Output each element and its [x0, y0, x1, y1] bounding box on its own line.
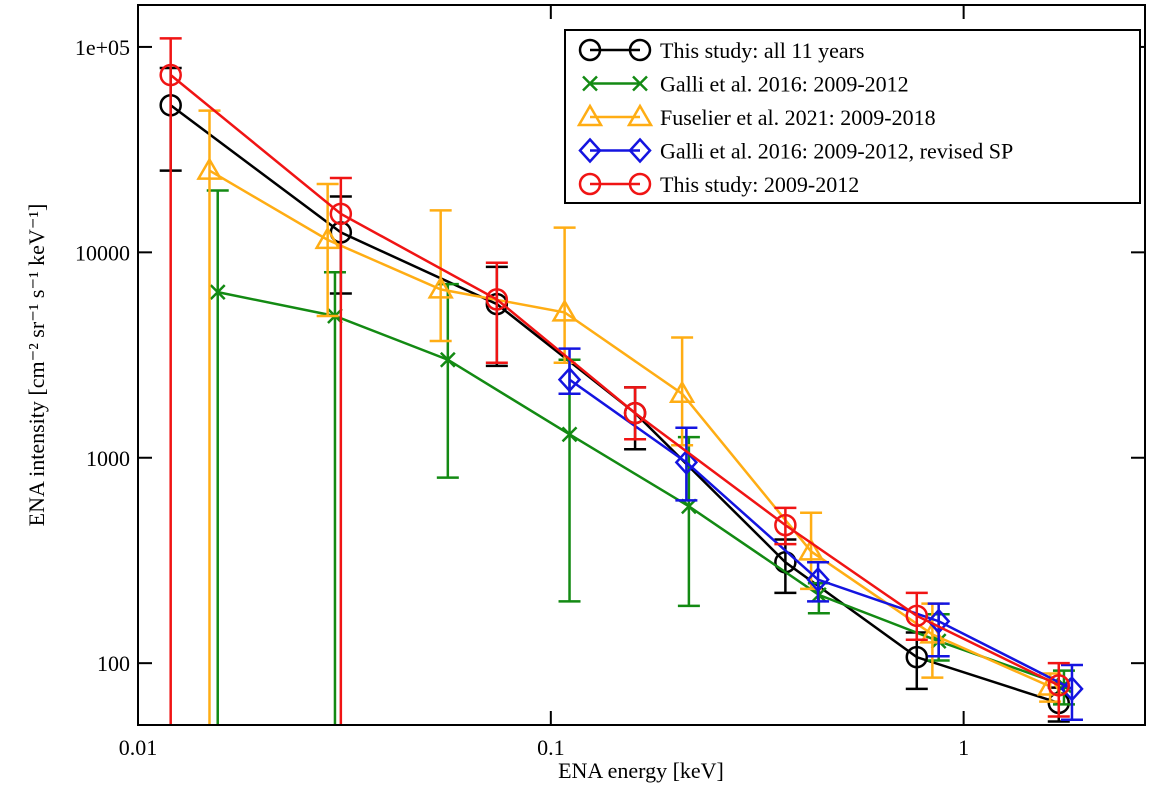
error-bar — [558, 358, 581, 603]
error-bar — [323, 270, 346, 725]
plot-area — [159, 37, 1084, 725]
y-tick-label: 10000 — [75, 240, 130, 265]
series-line — [217, 290, 1065, 687]
data-point — [905, 645, 929, 669]
data-point — [209, 284, 226, 301]
data-point — [674, 449, 699, 476]
error-bar — [624, 386, 647, 441]
series-line — [208, 169, 1051, 688]
data-point — [806, 566, 830, 593]
error-bar — [1047, 661, 1070, 718]
data-point — [427, 275, 454, 299]
error-bar — [198, 109, 221, 725]
x-tick-label: 1 — [958, 735, 969, 760]
legend-marker — [628, 38, 652, 62]
error-bar — [671, 336, 694, 447]
legend-marker — [628, 137, 652, 164]
data-point — [905, 604, 929, 628]
legend-label: Galli et al. 2016: 2009-2012 — [660, 72, 909, 97]
data-point — [926, 608, 951, 635]
plot-frame — [137, 4, 1146, 726]
data-point — [439, 351, 456, 368]
error-bar — [1060, 663, 1083, 722]
x-tick-label: 0.1 — [537, 735, 565, 760]
legend-label: Fuselier et al. 2021: 2009-2018 — [660, 105, 936, 130]
error-bar — [553, 226, 576, 365]
error-bar — [675, 426, 698, 502]
legend-marker — [578, 38, 602, 62]
data-point — [797, 537, 825, 561]
y-tick-label: 1e+05 — [75, 35, 130, 60]
data-point — [314, 226, 341, 250]
legend-marker — [626, 103, 654, 127]
data-point — [1047, 674, 1071, 697]
series-line — [568, 378, 1073, 690]
legend-label: This study: 2009-2012 — [660, 172, 859, 197]
data-point — [329, 202, 353, 226]
error-bar — [159, 37, 182, 725]
legend-label: Galli et al. 2016: 2009-2012, revised SP — [660, 139, 1013, 164]
legend-marker — [578, 137, 602, 164]
legend-label: This study: all 11 years — [660, 38, 865, 63]
y-tick-label: 100 — [97, 651, 130, 676]
data-point — [159, 63, 182, 87]
data-point — [623, 401, 647, 425]
error-bar — [329, 176, 352, 725]
legend-marker — [628, 172, 652, 196]
error-bar — [316, 182, 339, 318]
legend-marker — [578, 172, 602, 196]
data-point — [485, 288, 509, 311]
error-bar — [429, 209, 452, 343]
y-axis-label: ENA intensity [cm⁻² sr⁻¹ s⁻¹ keV⁻¹] — [24, 204, 49, 527]
data-point — [681, 498, 697, 515]
legend-marker — [576, 103, 604, 127]
data-point — [1060, 675, 1084, 702]
y-tick-label: 1000 — [86, 446, 130, 471]
error-bar — [927, 602, 950, 658]
data-point — [668, 380, 696, 403]
error-bar — [558, 347, 581, 395]
data-point — [774, 513, 797, 537]
data-point — [551, 298, 578, 322]
x-tick-label: 0.01 — [119, 735, 158, 760]
error-bar — [905, 591, 928, 642]
legend-box — [564, 29, 1141, 204]
legend-marker — [632, 75, 648, 92]
error-bar — [485, 261, 508, 365]
data-point — [196, 157, 223, 180]
legend-marker — [582, 75, 598, 92]
data-point — [561, 426, 578, 443]
x-axis-label: ENA energy [keV] — [558, 758, 724, 783]
data-point — [557, 366, 582, 393]
